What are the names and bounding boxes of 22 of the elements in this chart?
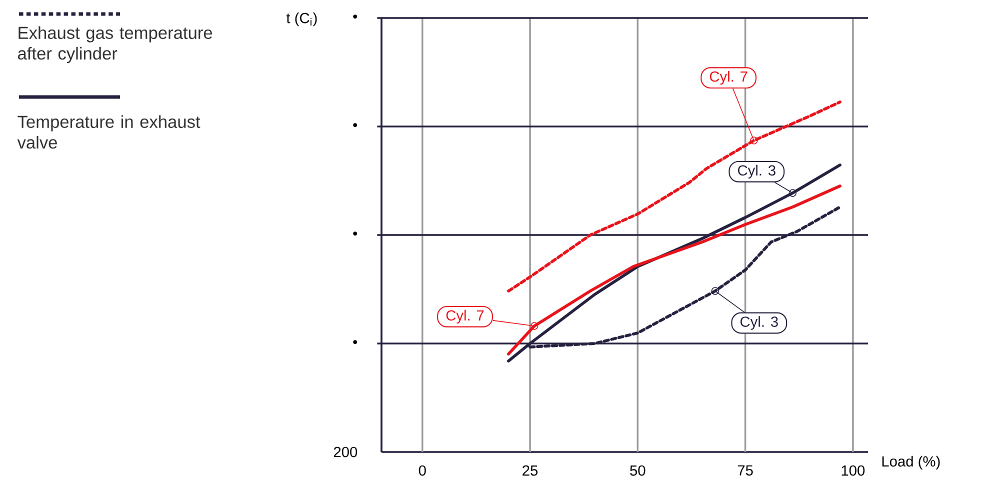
x-axis-title: Load (%) (882, 456, 940, 470)
text: • (353, 123, 358, 128)
text: • (353, 232, 358, 236)
annotation: Cyl. 3 (738, 164, 776, 178)
text: Temperature in exhaust valve (17, 115, 200, 149)
text: 200 (334, 446, 358, 458)
x-tick-label: 75 (738, 465, 753, 476)
x-tick-label: 50 (630, 465, 646, 476)
annotation: Cyl. 7 (710, 71, 748, 85)
text: • (353, 14, 358, 19)
x-tick-label: 25 (522, 465, 538, 476)
annotation: Cyl. 3 (740, 316, 778, 330)
text: • (353, 340, 358, 344)
annotation: Cyl. 7 (446, 310, 484, 324)
text: t (C$_{i}$) (286, 12, 317, 26)
x-tick-label: 0 (418, 465, 426, 476)
point (530, 322, 538, 330)
point (750, 136, 758, 144)
text: Exhaust gas temperature after cylinder (18, 26, 212, 64)
point (788, 189, 797, 197)
point (711, 287, 720, 295)
x-tick-label: 100 (842, 465, 865, 476)
